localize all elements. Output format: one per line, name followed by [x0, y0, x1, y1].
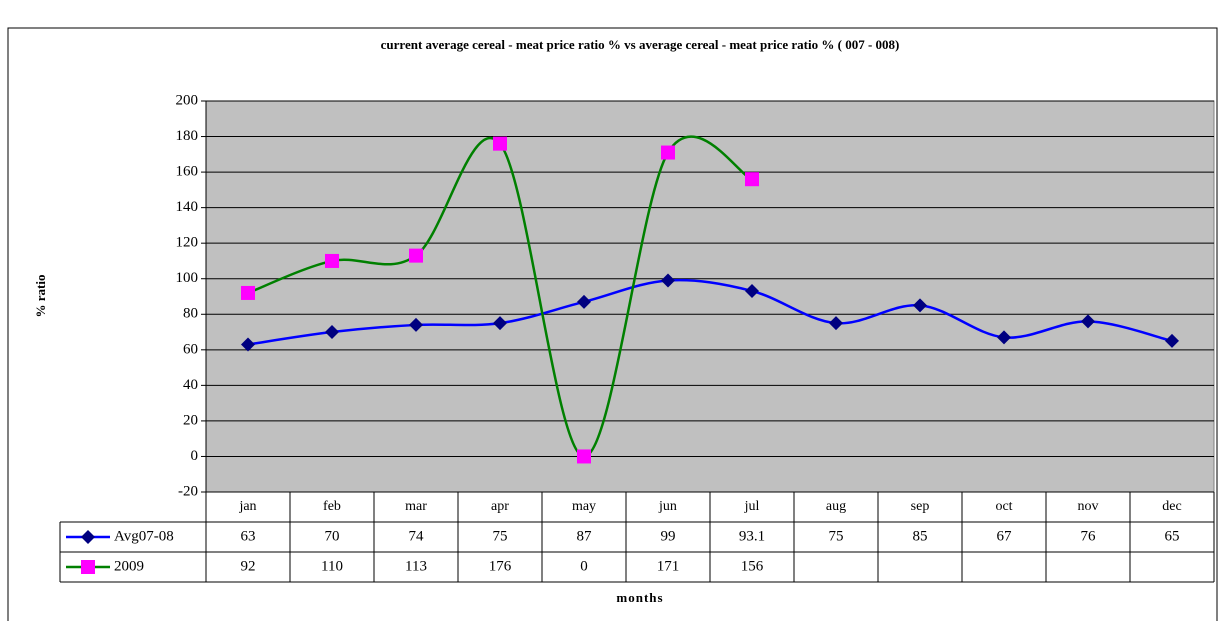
y-tick-label: 20	[183, 412, 198, 428]
table-value: 67	[997, 528, 1013, 544]
x-tick-label: jul	[744, 499, 760, 514]
x-tick-label: aug	[826, 499, 846, 514]
x-tick-label: sep	[911, 499, 930, 514]
x-tick-label: may	[572, 499, 596, 514]
legend-label: 2009	[114, 558, 144, 574]
data-marker	[325, 325, 339, 340]
legend-marker	[81, 530, 95, 544]
y-tick-label: 0	[191, 448, 199, 464]
table-value: 99	[661, 528, 676, 544]
y-tick-label: 100	[176, 270, 199, 286]
x-tick-label: mar	[405, 499, 427, 514]
x-axis-label: months	[616, 590, 663, 605]
y-tick-label: 180	[176, 128, 199, 144]
data-marker	[1165, 333, 1179, 348]
data-marker	[577, 294, 591, 309]
table-value: 65	[1165, 528, 1180, 544]
x-tick-label: jun	[658, 499, 677, 514]
series-line	[247, 278, 1173, 346]
table-value: 110	[321, 558, 343, 574]
data-marker	[409, 317, 423, 332]
y-tick-label: 80	[183, 306, 198, 322]
y-tick-label: 120	[176, 235, 199, 251]
y-tick-label: 40	[183, 377, 198, 393]
table-value: 156	[741, 558, 764, 574]
table-value: 70	[325, 528, 340, 544]
y-axis-label: % ratio	[33, 275, 48, 318]
x-tick-label: apr	[491, 499, 509, 514]
table-value: 63	[241, 528, 256, 544]
data-marker	[241, 337, 255, 352]
data-marker	[409, 248, 423, 263]
x-tick-label: dec	[1162, 499, 1181, 514]
data-marker	[1081, 314, 1095, 329]
table-value: 75	[829, 528, 844, 544]
y-tick-label: 160	[176, 164, 199, 180]
data-marker	[913, 298, 927, 313]
x-tick-label: feb	[323, 499, 341, 514]
y-tick-label: -20	[178, 483, 198, 499]
table-value: 113	[405, 558, 427, 574]
data-marker	[829, 316, 843, 331]
data-marker	[241, 285, 255, 300]
data-marker	[745, 172, 759, 187]
table-value: 93.1	[739, 528, 765, 544]
x-tick-label: nov	[1078, 499, 1099, 514]
x-tick-label: jan	[238, 499, 256, 514]
y-tick-label: 200	[176, 92, 199, 108]
data-marker	[745, 283, 759, 298]
data-marker	[661, 273, 675, 288]
legend-marker	[81, 560, 95, 574]
data-marker	[493, 136, 507, 151]
table-value: 75	[493, 528, 508, 544]
table-value: 76	[1081, 528, 1097, 544]
data-marker	[661, 145, 675, 160]
data-marker	[997, 330, 1011, 345]
x-tick-label: oct	[995, 499, 1012, 514]
table-value: 92	[241, 558, 256, 574]
table-value: 176	[489, 558, 512, 574]
table-value: 85	[913, 528, 928, 544]
data-marker	[325, 253, 339, 268]
y-tick-label: 60	[183, 341, 198, 357]
table-value: 0	[580, 558, 588, 574]
table-value: 74	[409, 528, 425, 544]
table-value: 87	[577, 528, 593, 544]
y-tick-label: 140	[176, 199, 199, 215]
legend-label: Avg07-08	[114, 528, 174, 544]
data-marker	[577, 449, 591, 464]
plot-area	[205, 100, 1215, 493]
chart-title: current average cereal - meat price rati…	[381, 37, 900, 52]
table-value: 171	[657, 558, 680, 574]
data-marker	[493, 316, 507, 331]
